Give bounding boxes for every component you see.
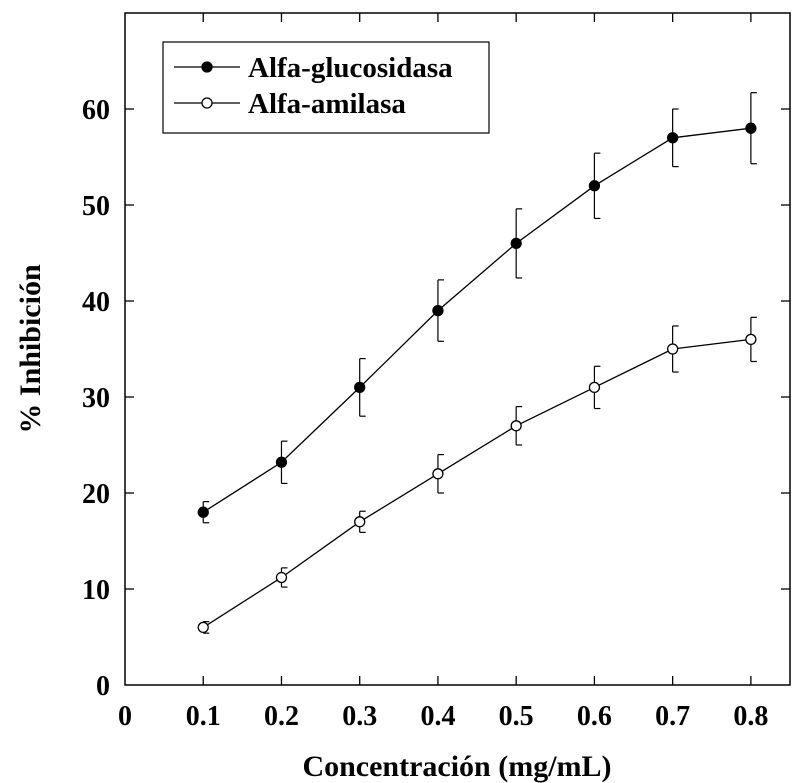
- x-tick-label: 0.2: [264, 701, 299, 732]
- legend: Alfa-glucosidasa Alfa-amilasa: [162, 41, 490, 134]
- series-group: [197, 92, 757, 634]
- legend-label-amilasa: Alfa-amilasa: [248, 88, 406, 120]
- data-point: [432, 468, 444, 480]
- x-tick-label: 0.6: [577, 701, 612, 732]
- x-axis-title: Concentración (mg/mL): [302, 750, 611, 783]
- legend-marker-amilasa: [201, 97, 213, 109]
- legend-marker-glucosidasa: [201, 61, 213, 73]
- data-point: [197, 621, 209, 634]
- x-tick-label: 0.5: [499, 701, 534, 732]
- data-point: [197, 506, 209, 518]
- axis-ticks: 0 0.1 0.2 0.3 0.4 0.5 0.6 0.7 0.8 0 10 20 30 40 50 60: [82, 13, 790, 732]
- x-tick-label: 0.7: [655, 701, 690, 732]
- data-point: [354, 381, 366, 394]
- y-tick-label: 40: [82, 287, 110, 318]
- x-tick-label: 0: [118, 701, 132, 732]
- data-point: [745, 122, 757, 134]
- series-line-0: [202, 127, 751, 513]
- series-line-1: [202, 338, 751, 628]
- y-tick-label: 50: [82, 191, 110, 222]
- data-point: [275, 456, 288, 468]
- data-point: [588, 381, 601, 394]
- y-tick-label: 0: [96, 671, 110, 702]
- y-tick-label: 10: [82, 575, 110, 606]
- data-point: [588, 180, 601, 192]
- data-point: [745, 333, 757, 346]
- y-tick-label: 30: [82, 383, 110, 414]
- plot-frame: [124, 12, 791, 686]
- x-tick-label: 0.3: [342, 701, 377, 732]
- legend-box: [162, 41, 490, 134]
- legend-label-glucosidasa: Alfa-glucosidasa: [248, 52, 453, 84]
- x-tick-label: 0.4: [420, 701, 455, 732]
- x-tick-label: 0.1: [186, 701, 221, 732]
- x-tick-label: 0.8: [733, 701, 768, 732]
- data-point: [510, 420, 522, 432]
- y-tick-label: 60: [82, 95, 110, 126]
- y-axis-title: % Inhibición: [14, 264, 47, 434]
- data-point: [666, 343, 679, 355]
- data-point: [275, 571, 288, 584]
- y-tick-label: 20: [82, 479, 110, 510]
- data-point: [666, 132, 679, 144]
- data-point: [510, 237, 522, 250]
- data-point: [432, 304, 444, 317]
- data-point: [354, 516, 366, 528]
